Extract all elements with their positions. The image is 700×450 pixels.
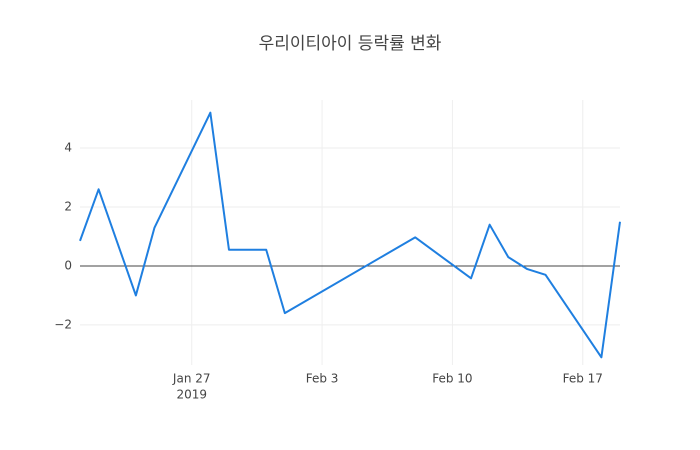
chart-title: 우리이티아이 등락률 변화 bbox=[259, 34, 442, 54]
x-tick-label: Feb 17 bbox=[563, 372, 603, 386]
x-tick-label: Feb 3 bbox=[306, 372, 339, 386]
x-tick-sublabel: 2019 bbox=[176, 388, 207, 402]
data-line bbox=[79, 111, 621, 359]
y-tick-label: 2 bbox=[64, 200, 72, 214]
y-tick-label: −2 bbox=[54, 317, 72, 331]
y-tick-label: 0 bbox=[64, 258, 72, 272]
x-tick-label: Jan 27 bbox=[172, 372, 211, 386]
x-tick-label: Feb 10 bbox=[432, 372, 472, 386]
y-tick-label: 4 bbox=[64, 141, 72, 155]
